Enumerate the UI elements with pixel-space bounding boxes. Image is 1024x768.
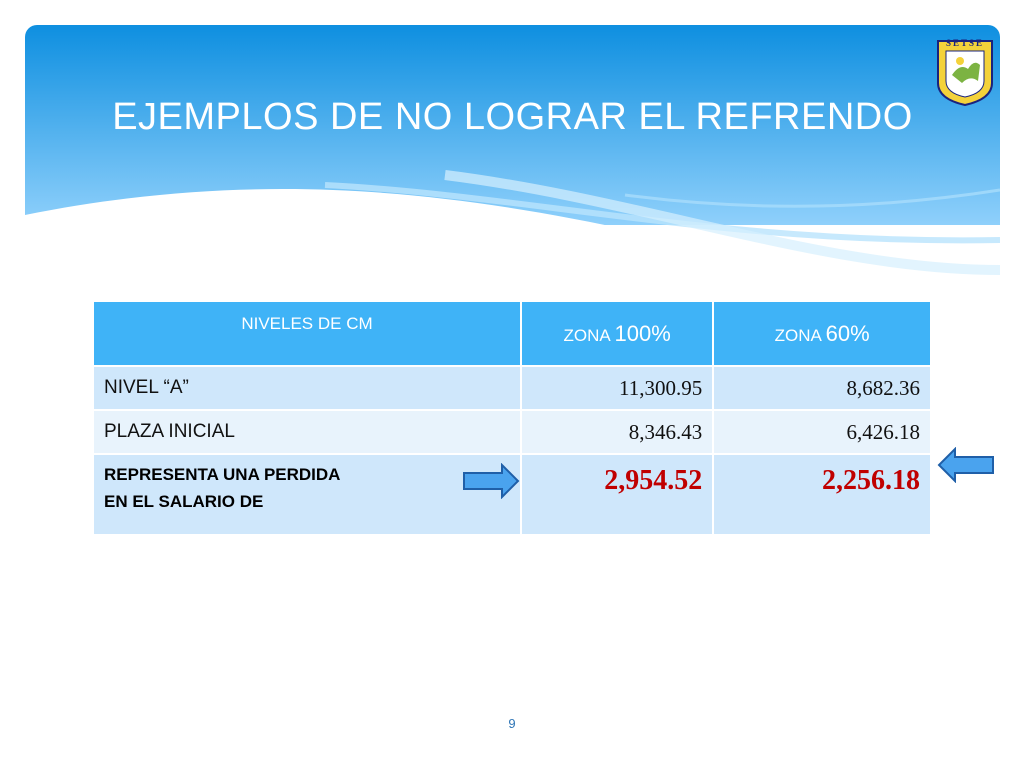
loss-label-line2: EN EL SALARIO DE <box>104 492 264 511</box>
row-zona100: 8,346.43 <box>519 409 715 455</box>
loss-row: REPRESENTA UNA PERDIDA EN EL SALARIO DE … <box>92 453 932 536</box>
table-header-row: NIVELES DE CM ZONA 100% ZONA 60% <box>92 300 932 367</box>
row-zona100: 11,300.95 <box>519 365 715 411</box>
setse-shield-logo <box>937 40 993 107</box>
header-band <box>25 25 1000 295</box>
header-zona-60-pct: 60% <box>825 320 870 346</box>
row-zona60: 8,682.36 <box>712 365 932 411</box>
row-zona60: 6,426.18 <box>712 409 932 455</box>
arrow-left-icon <box>937 447 994 483</box>
arrow-right-icon <box>463 463 520 499</box>
row-label: PLAZA INICIAL <box>92 409 522 455</box>
logo-text: SETSE <box>945 38 985 48</box>
header-zona-100: ZONA 100% <box>519 300 715 367</box>
header-zona-100-prefix: ZONA <box>563 325 615 345</box>
table-row: PLAZA INICIAL 8,346.43 6,426.18 <box>92 409 932 455</box>
loss-label-line1: REPRESENTA UNA PERDIDA <box>104 465 341 484</box>
row-label: NIVEL “A” <box>92 365 522 411</box>
header-zona-60-prefix: ZONA <box>774 325 826 345</box>
header-zona-100-pct: 100% <box>614 320 671 346</box>
loss-zona60: 2,256.18 <box>712 453 932 536</box>
slide-title: EJEMPLOS DE NO LOGRAR EL REFRENDO <box>112 96 913 138</box>
loss-zona100: 2,954.52 <box>519 453 715 536</box>
header-niveles: NIVELES DE CM <box>92 300 522 367</box>
salary-table: NIVELES DE CM ZONA 100% ZONA 60% NIVEL “… <box>92 300 932 536</box>
header-zona-60: ZONA 60% <box>712 300 932 367</box>
loss-label-cell: REPRESENTA UNA PERDIDA EN EL SALARIO DE <box>92 453 522 536</box>
table-row: NIVEL “A” 11,300.95 8,682.36 <box>92 365 932 411</box>
page-number: 9 <box>508 716 516 731</box>
